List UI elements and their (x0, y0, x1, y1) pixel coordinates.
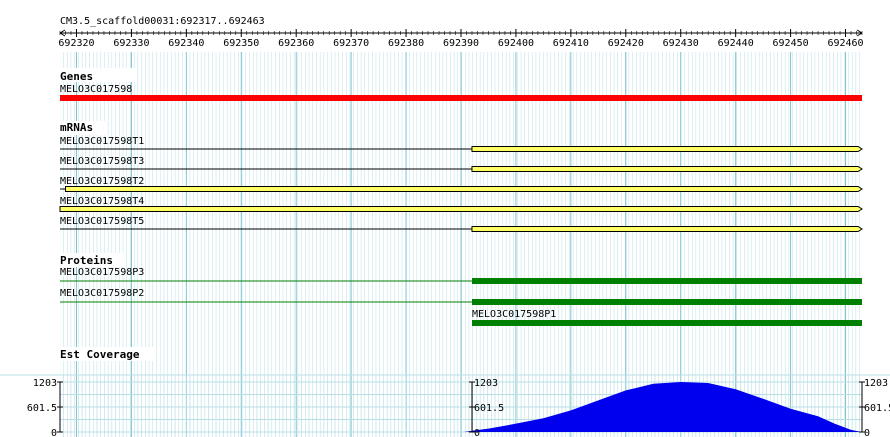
coverage-area[interactable] (463, 382, 862, 432)
protein-label: MELO3C017598P1 (472, 309, 556, 320)
protein-feature-bar[interactable] (471, 278, 862, 284)
coverage-axis-label: 0 (474, 428, 480, 437)
coverage-axis-label: 1203 (474, 378, 498, 389)
est-coverage-track: Est Coverage 1203 601.5 0 1203 601.5 0 1203 601… (0, 347, 890, 437)
coverage-axis-label: 601.5 (27, 403, 57, 414)
ruler-tick-label: 692450 (773, 38, 809, 49)
ruler-tick-label: 692340 (168, 38, 204, 49)
protein-label: MELO3C017598P2 (60, 288, 144, 299)
genes-track: Genes MELO3C017598 (56, 68, 862, 101)
protein-feature-bar[interactable] (471, 299, 862, 305)
mrnas-track-title: mRNAs (60, 121, 93, 134)
ruler-right-arrow-icon (856, 29, 863, 37)
ruler-tick-label: 692390 (443, 38, 479, 49)
ruler-tick-label: 692350 (223, 38, 259, 49)
gene-label: MELO3C017598 (60, 84, 132, 95)
proteins-track-title: Proteins (60, 254, 113, 267)
ruler: CM3.5_scaffold00031:692317..692463 69232… (0, 0, 890, 52)
coverage-axis-label: 1203 (33, 378, 57, 389)
ruler-tick-label: 692320 (58, 38, 94, 49)
protein-label: MELO3C017598P3 (60, 267, 144, 278)
mrna-feature-bar[interactable] (471, 146, 863, 152)
mrna-label: MELO3C017598T4 (60, 196, 144, 207)
mrna-feature-bar[interactable] (471, 166, 863, 172)
coverage-axis-label: 1203 (864, 378, 888, 389)
coverage-axes: 1203 601.5 0 1203 601.5 0 1203 601.5 0 (27, 378, 890, 437)
ruler-tick-label: 692440 (718, 38, 754, 49)
proteins-track: Proteins MELO3C017598P3MELO3C017598P2MEL… (56, 253, 862, 326)
est-coverage-title: Est Coverage (60, 348, 140, 361)
coverage-axis-label: 0 (864, 428, 870, 437)
gene-feature-bar[interactable] (60, 95, 862, 101)
ruler-tick-label: 692410 (553, 38, 589, 49)
protein-items: MELO3C017598P3 MELO3C017598P2 MELO3C017598… (60, 267, 862, 326)
ruler-title: CM3.5_scaffold00031:692317..692463 (60, 16, 265, 27)
ruler-tick-label: 692370 (333, 38, 369, 49)
coverage-axis-label: 0 (51, 428, 57, 437)
major-gridlines (75, 52, 847, 437)
ruler-tick-label: 692420 (608, 38, 644, 49)
ruler-tick-label: 692400 (498, 38, 534, 49)
genes-track-title: Genes (60, 70, 93, 83)
mrna-label: MELO3C017598T3 (60, 156, 144, 167)
ruler-tick-label: 692430 (663, 38, 699, 49)
coverage-axis-label: 601.5 (864, 403, 890, 414)
ruler-tick-label: 692380 (388, 38, 424, 49)
mrna-feature-bar[interactable] (59, 206, 863, 212)
mrna-label: MELO3C017598T1 (60, 136, 144, 147)
mrna-items: MELO3C017598T1 MELO3C017598T3 MELO3C017598… (59, 136, 863, 232)
protein-feature-bar[interactable] (471, 320, 862, 326)
mrnas-track: mRNAs MELO3C017598T1MELO3C017598T3MELO3C… (56, 121, 863, 232)
mrna-label: MELO3C017598T2 (60, 176, 144, 187)
ruler-ticks: 692320 692330 692340 692350 692360 692370 6923… (58, 29, 864, 49)
ruler-tick-label: 692330 (113, 38, 149, 49)
ruler-tick-label: 692460 (827, 38, 863, 49)
ruler-left-arrow-icon (59, 29, 66, 37)
coverage-axis-label: 601.5 (474, 403, 504, 414)
mrna-feature-bar[interactable] (64, 186, 863, 192)
mrna-label: MELO3C017598T5 (60, 216, 144, 227)
mrna-feature-bar[interactable] (471, 226, 863, 232)
ruler-tick-label: 692360 (278, 38, 314, 49)
